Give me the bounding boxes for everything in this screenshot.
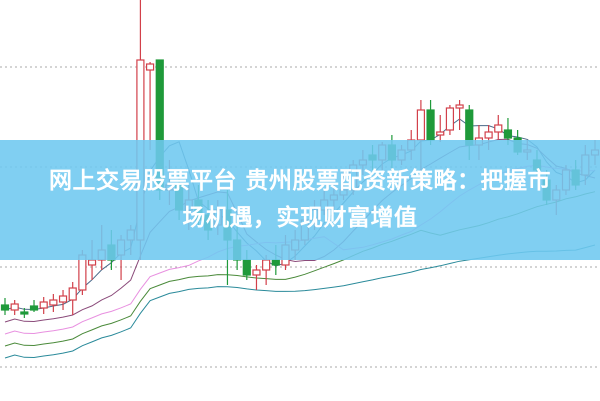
candle-body — [436, 131, 445, 136]
candle-body — [78, 254, 87, 291]
candle-body — [455, 104, 464, 109]
ma10-line — [4, 138, 596, 323]
candle-body — [87, 259, 97, 266]
candle-body — [494, 124, 503, 133]
title-banner: 网上交易股票平台 贵州股票配资新策略：把握市 场机遇，实现财富增值 — [0, 140, 600, 260]
candle-body — [503, 129, 513, 139]
candle-body — [145, 63, 155, 71]
candle-body — [68, 287, 77, 301]
candle-body — [445, 107, 455, 131]
candle-body — [416, 109, 426, 141]
candle-body — [29, 305, 39, 311]
title-line-2: 场机遇，实现财富增值 — [182, 205, 418, 231]
candle-body — [262, 259, 271, 271]
candle-body — [426, 109, 435, 141]
candle-body — [0, 304, 10, 311]
candle-body — [20, 311, 29, 315]
candle-body — [252, 269, 261, 276]
candle-body — [49, 299, 58, 306]
candle-body — [39, 301, 48, 309]
candle-body — [242, 259, 251, 276]
candle-body — [10, 303, 19, 311]
candle-body — [484, 131, 493, 139]
candle-body — [58, 295, 68, 303]
candle-body — [271, 259, 280, 266]
title-line-1: 网上交易股票平台 贵州股票配资新策略：把握市 — [48, 168, 551, 194]
